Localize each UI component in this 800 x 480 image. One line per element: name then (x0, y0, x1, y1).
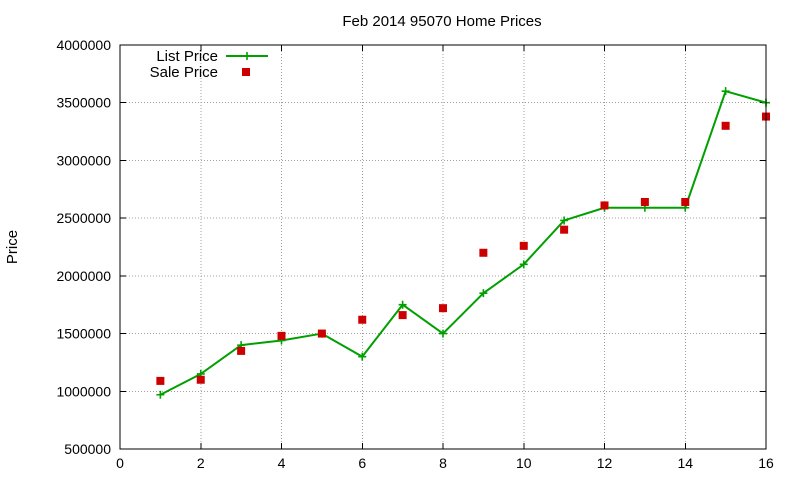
series-list-price (156, 87, 770, 399)
sale-price-point (560, 225, 569, 234)
list-price-point (358, 352, 367, 361)
x-tick-label: 12 (597, 455, 613, 471)
y-tick-label: 3500000 (56, 95, 111, 111)
y-axis-title: Price (4, 230, 21, 264)
sale-price-point (156, 376, 165, 385)
list-price-point (721, 87, 730, 96)
sale-price-point (277, 331, 286, 340)
x-tick-label: 14 (677, 455, 693, 471)
y-tick-label: 500000 (64, 441, 111, 457)
chart-title: Feb 2014 95070 Home Prices (342, 13, 541, 30)
y-tick-label: 1500000 (56, 326, 111, 342)
legend-label-sale-price: Sale Price (150, 64, 218, 81)
sale-price-point (640, 197, 649, 206)
x-tick-label: 8 (439, 455, 447, 471)
y-tick-label: 2000000 (56, 268, 111, 284)
x-tick-label: 4 (278, 455, 286, 471)
list-price-point (439, 329, 447, 338)
plot-frame (119, 44, 767, 450)
y-tick-label: 3000000 (56, 152, 111, 168)
legend-label-list-price: List Price (156, 48, 218, 65)
sale-price-point (519, 241, 528, 250)
sale-price-point (196, 375, 205, 384)
list-price-point (398, 300, 407, 309)
sale-price-point (439, 304, 447, 313)
x-tick-label: 16 (758, 455, 774, 471)
sale-price-point (479, 248, 488, 257)
legend-marker-list-price (243, 52, 251, 60)
legend-sample-list-price (226, 52, 268, 60)
x-tick-label: 0 (116, 455, 124, 471)
list-price-point (560, 216, 569, 225)
list-price-line (159, 90, 767, 396)
legend-sample-sale-price (242, 68, 250, 76)
list-price-point (479, 289, 488, 298)
x-tick-label: 2 (197, 455, 205, 471)
legend-marker-sale-price (242, 68, 250, 76)
list-price-point (519, 260, 528, 269)
y-tick-labels: 500000 1000000 1500000 2000000 2500000 300000… (56, 37, 111, 457)
y-tick-label: 1000000 (56, 383, 111, 399)
sale-price-point (358, 315, 367, 324)
sale-price-point (721, 121, 730, 130)
y-tick-label: 2500000 (56, 210, 111, 226)
sale-price-point (681, 197, 690, 206)
sale-price-point (317, 329, 326, 338)
x-tick-label: 10 (516, 455, 532, 471)
gridlines (120, 45, 766, 449)
legend: List Price Sale Price (150, 48, 268, 81)
sale-price-point (398, 311, 407, 320)
sale-price-point (600, 201, 609, 210)
x-tick-label: 6 (358, 455, 366, 471)
x-tick-labels: 0 2 4 6 8 10 12 14 16 (116, 455, 774, 471)
list-price-point (156, 390, 165, 399)
plot-series (156, 87, 770, 399)
sale-price-point (237, 346, 246, 355)
y-tick-label: 4000000 (56, 37, 111, 53)
